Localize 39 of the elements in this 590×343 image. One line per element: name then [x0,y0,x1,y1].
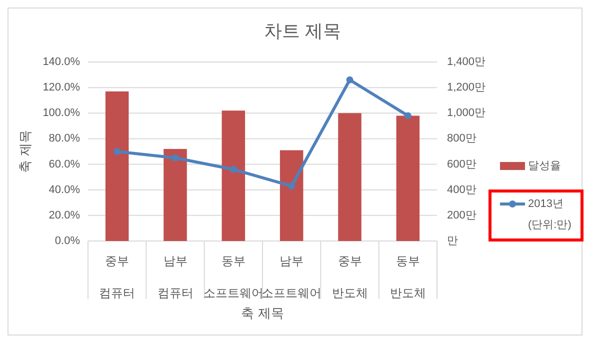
point [230,166,237,173]
y2-tick-label: 200만 [447,209,476,222]
y-tick-label: 100.0% [42,107,80,120]
x-axis-title: 축 제목 [241,306,284,320]
y2-tick-label: 1,000만 [447,107,486,120]
bar [105,91,129,241]
y-tick-label: 40.0% [48,184,80,196]
y2-tick-label: 600만 [447,158,476,170]
y2-tick-label: 1,400만 [447,56,486,68]
category-label: 남부 소프트웨어 [262,254,322,300]
y-tick-label: 60.0% [48,158,80,170]
y2-tick-label: 만 [447,235,458,247]
category-label: 동부 소프트웨어 [203,254,264,300]
point [172,154,179,162]
y-tick-label: 20.0% [48,209,80,222]
point [288,182,296,190]
y2-tick-label: 800만 [447,132,476,145]
y-axis-title: 축 제목 [18,130,32,173]
bar [396,116,420,241]
legend-label: 2013년 (단위:만) [528,198,572,231]
bar [338,113,362,241]
y-tick-label: 140.0% [42,56,80,68]
y-tick-label: 0.0% [54,235,80,247]
category-label: 남부 컴퓨터 [157,254,194,300]
y-tick-label: 80.0% [48,132,80,145]
category-label: 중부 컴퓨터 [99,254,136,300]
y-tick-label: 120.0% [42,82,80,94]
point [404,112,412,120]
point [114,148,121,155]
bar [280,150,304,241]
y2-tick-label: 1,200만 [447,82,486,94]
y2-tick-label: 400만 [447,184,476,196]
bar [222,110,246,241]
chart-title: 차트 제목 [264,21,342,41]
category-label: 중부 반도체 [332,254,368,300]
legend-label: 달성율 [528,160,561,172]
category-label: 동부 반도체 [390,254,426,300]
point [346,76,354,84]
bar [164,148,187,241]
